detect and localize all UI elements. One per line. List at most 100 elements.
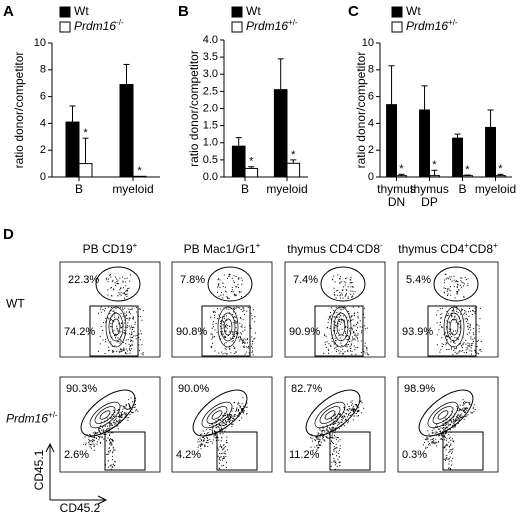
panel-letter: C: [348, 3, 359, 20]
contour: [437, 410, 449, 420]
gate: [418, 389, 474, 437]
flow-plot: [59, 261, 161, 358]
x-tick-label: myeloid: [266, 182, 307, 196]
flow-plot: [171, 376, 273, 473]
gate: [427, 305, 477, 357]
gate-percent: 90.3%: [66, 383, 97, 395]
significance-marker: *: [249, 156, 254, 168]
contour: [99, 410, 111, 420]
column-heading: thymus CD4-CD8-: [287, 241, 383, 257]
bar: [273, 89, 288, 178]
text-part: Prdm16: [6, 412, 48, 426]
gate: [104, 431, 146, 471]
x-tick-label: B: [75, 182, 83, 196]
plot-frame: [284, 261, 386, 358]
gate-percent: 93.9%: [402, 326, 433, 338]
y-axis-label: ratio donor/competitor: [12, 52, 26, 169]
bar: [244, 167, 259, 178]
contour: [108, 312, 124, 342]
gate: [95, 266, 141, 302]
contour: [223, 318, 233, 336]
text-part: CD8: [469, 242, 493, 256]
legend-swatch: [231, 21, 243, 33]
superscript: +: [493, 241, 498, 250]
x-tick-label: thymus: [377, 182, 416, 196]
y-tick-label: 3.0: [203, 68, 218, 80]
legend-label: Wt: [406, 4, 421, 18]
legend-name: Wt: [406, 4, 421, 18]
y-tick-label: 10: [34, 37, 46, 49]
gate: [329, 431, 371, 471]
y-tick-label: 4: [368, 117, 374, 129]
contour: [330, 306, 352, 348]
gate: [216, 431, 258, 471]
column-heading: thymus CD4+CD8+: [398, 241, 498, 257]
legend-swatch: [231, 6, 243, 18]
flow-plot: [171, 261, 273, 358]
significance-marker: *: [83, 127, 88, 139]
gate: [89, 305, 139, 357]
legend-label: Wt: [246, 4, 261, 18]
superscript: +/-: [48, 410, 58, 419]
y-axis-label: ratio donor/competitor: [354, 52, 368, 169]
significance-marker: *: [432, 159, 437, 171]
legend-name: Wt: [246, 4, 261, 18]
column-heading: PB CD19+: [83, 241, 138, 257]
gate-percent: 90.8%: [176, 326, 207, 338]
legend-swatch: [59, 6, 71, 18]
y-tick-label: 0.0: [203, 171, 218, 183]
gate: [442, 431, 484, 471]
y-tick-label: 2.5: [203, 85, 218, 97]
plot-frame: [171, 376, 273, 473]
text-part: thymus CD4: [398, 242, 464, 256]
legend-label: Prdm16+/-: [246, 18, 298, 34]
y-tick-label: 4: [40, 117, 46, 129]
gate: [433, 266, 479, 302]
bar: [396, 175, 407, 178]
plot-frame: [284, 376, 386, 473]
gate: [201, 305, 251, 357]
gate-percent: 22.3%: [68, 274, 99, 286]
bar: [231, 145, 246, 178]
text-part: thymus CD4: [287, 242, 353, 256]
x-tick-label: DN: [388, 195, 405, 209]
legend-swatch: [391, 21, 403, 33]
contour: [105, 306, 127, 348]
gate-percent: 98.9%: [404, 383, 435, 395]
gate: [314, 305, 364, 357]
gate-percent: 5.4%: [406, 274, 431, 286]
contour: [449, 318, 459, 336]
panel-letter: A: [3, 3, 14, 20]
legend-name: Prdm16: [406, 19, 448, 33]
gate-percent: 7.4%: [293, 274, 318, 286]
contour: [220, 312, 236, 342]
y-tick-label: 10: [362, 37, 374, 49]
legend-label: Wt: [74, 4, 89, 18]
contour: [324, 410, 336, 420]
y-tick-label: 1.5: [203, 120, 218, 132]
superscript: +: [256, 241, 261, 250]
contour: [206, 406, 228, 424]
y-tick-label: 0: [40, 171, 46, 183]
gate-percent: 82.7%: [291, 383, 322, 395]
legend-label: Prdm16-/-: [74, 18, 124, 34]
legend-label: Prdm16+/-: [406, 18, 458, 34]
bar: [119, 84, 134, 178]
contour: [427, 401, 459, 429]
y-tick-label: 2: [368, 144, 374, 156]
column-heading: PB Mac1/Gr1+: [184, 241, 261, 257]
contour: [333, 312, 349, 342]
text-part: WT: [6, 297, 25, 311]
flow-plot: [284, 376, 386, 473]
contour: [443, 306, 465, 348]
legend-name: Wt: [74, 4, 89, 18]
contour: [446, 312, 462, 342]
bar: [78, 163, 93, 178]
gate-percent: 74.2%: [64, 326, 95, 338]
contour: [201, 401, 233, 429]
y-tick-label: 0: [368, 171, 374, 183]
bar: [485, 126, 497, 178]
gate-percent: 11.2%: [289, 449, 320, 461]
gate: [305, 389, 361, 437]
contour: [319, 406, 341, 424]
